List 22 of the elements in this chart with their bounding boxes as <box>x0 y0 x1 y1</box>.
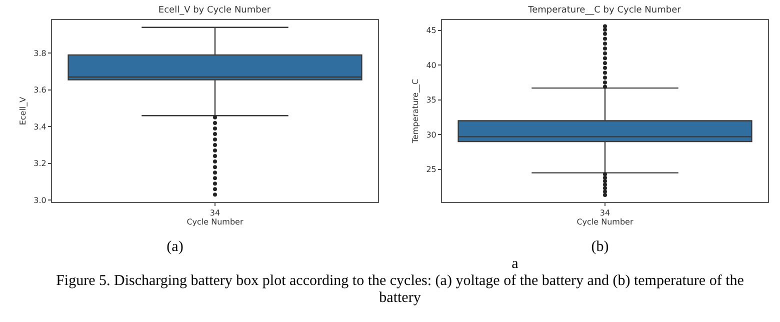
chart-title: Ecell_V by Cycle Number <box>158 5 271 16</box>
x-tick-label: 34 <box>210 208 220 218</box>
y-tick-label: 3.0 <box>34 196 46 205</box>
y-tick-label: 40 <box>426 60 436 70</box>
y-tick-label: 30 <box>426 130 436 140</box>
y-tick-label: 3.6 <box>34 86 46 95</box>
y-tick-label: 25 <box>426 165 436 174</box>
y-tick-label: 35 <box>426 96 436 105</box>
text: a <box>510 256 520 273</box>
y-axis-title: Temperature__C <box>410 78 420 144</box>
y-tick-label: 45 <box>426 26 436 36</box>
chart-title: Temperature__C by Cycle Number <box>527 5 682 16</box>
caption: Figure 5. Discharging battery box plot according to the cycles: (a) yoltage of the battery and (b) temperature of the battery <box>55 273 745 307</box>
y-tick-label: 3.8 <box>34 48 46 58</box>
y-axis-title: Ecell_V <box>18 96 28 126</box>
x-axis-title: Cycle Number <box>576 218 634 227</box>
x-axis-title: Cycle Number <box>186 218 244 227</box>
y-tick-label: 3.4 <box>34 122 46 132</box>
x-tick-label: 34 <box>600 208 610 218</box>
text: (b) <box>590 239 610 256</box>
y-tick-label: 3.2 <box>34 159 46 168</box>
text: (a) <box>166 239 184 256</box>
